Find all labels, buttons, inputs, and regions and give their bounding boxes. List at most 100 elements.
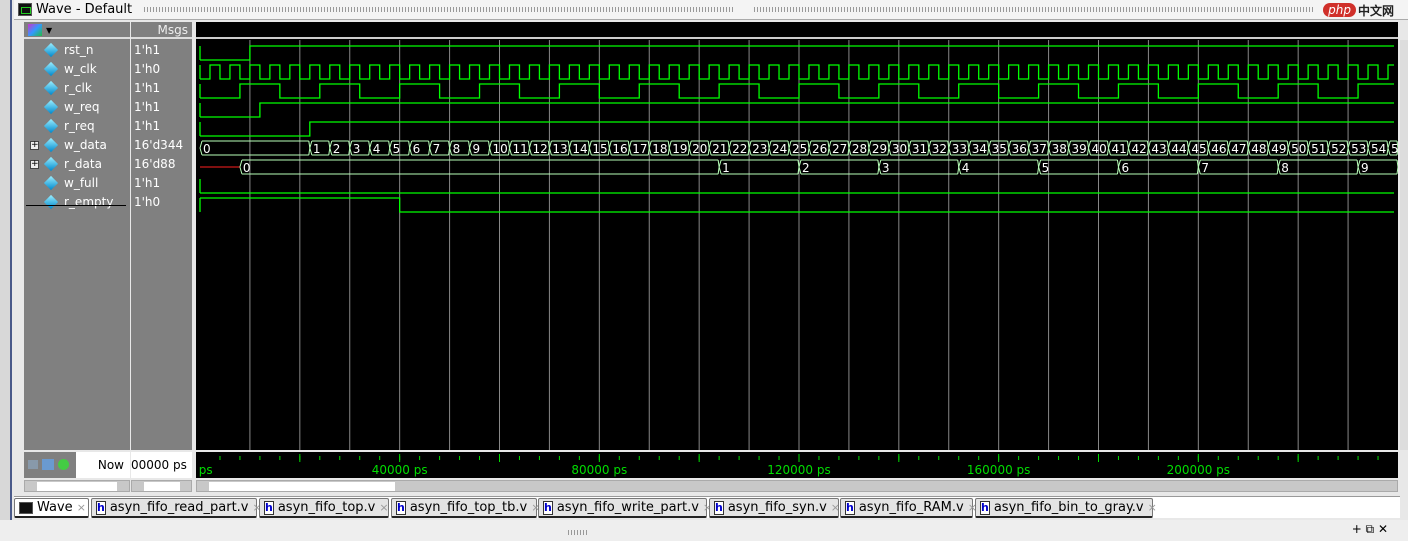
- bus-segment-w_data: [728, 140, 750, 156]
- close-tab-icon[interactable]: ×: [1147, 501, 1157, 514]
- signal-row-w_full[interactable]: w_full: [24, 174, 130, 193]
- bus-segment-w_data: [1267, 140, 1289, 156]
- signal-name: rst_n: [64, 43, 94, 57]
- window-titlebar[interactable]: Wave - Default php 中文网: [14, 0, 1408, 20]
- bus-segment-w_data: [528, 140, 550, 156]
- lock-cursor-icon[interactable]: [28, 460, 38, 469]
- close-tab-icon[interactable]: ×: [531, 501, 541, 514]
- signal-name: r_req: [64, 119, 95, 133]
- titlebar-grip[interactable]: [144, 7, 734, 12]
- bus-value-label: 11: [512, 142, 527, 156]
- bus-value-label: 45: [1191, 142, 1206, 156]
- expand-icon[interactable]: +: [30, 159, 39, 169]
- bus-segment-w_data: [948, 140, 970, 156]
- time-axis[interactable]: 0 ps 40000 ps 80000 ps 120000 ps 160000 ps 20…: [196, 452, 1398, 478]
- signal-row-r_data[interactable]: + r_data: [24, 155, 130, 174]
- add-cursor-icon[interactable]: [58, 459, 69, 470]
- bus-segment-w_data: [1008, 140, 1030, 156]
- bus-segment-r_data: [1357, 159, 1398, 175]
- signal-row-r_empty[interactable]: r_empty: [24, 193, 130, 212]
- bus-segment-w_data: [1107, 140, 1129, 156]
- bus-segment-w_data: [648, 140, 670, 156]
- tab-asyn-fifo-syn-v[interactable]: h asyn_fifo_syn.v ×: [709, 498, 840, 518]
- tab-asyn-fifo-ram-v[interactable]: h asyn_fifo_RAM.v ×: [840, 498, 977, 518]
- bus-segment-r_data: [718, 159, 800, 175]
- expand-icon[interactable]: +: [30, 140, 39, 150]
- signal-name: r_data: [64, 157, 102, 171]
- signal-diamond-icon: [43, 118, 59, 134]
- wave-hscrollbar[interactable]: [196, 480, 1398, 492]
- tab-label: asyn_fifo_syn.v: [727, 500, 827, 515]
- close-tab-icon[interactable]: ×: [967, 501, 977, 514]
- signal-row-w_clk[interactable]: w_clk: [24, 60, 130, 79]
- now-label: Now: [76, 452, 130, 478]
- dock-grip[interactable]: [568, 530, 588, 535]
- bus-value-label: 1: [722, 161, 730, 175]
- names-hscrollbar[interactable]: [24, 480, 130, 492]
- signal-row-r_clk[interactable]: r_clk: [24, 79, 130, 98]
- tab-wave[interactable]: Wave ×: [14, 498, 89, 518]
- close-tab-icon[interactable]: ×: [252, 501, 262, 514]
- bus-value-label: 33: [952, 142, 967, 156]
- verilog-file-icon: h: [543, 500, 553, 515]
- bus-value-label: 44: [1171, 142, 1186, 156]
- bus-value-label: 43: [1151, 142, 1166, 156]
- tab-asyn-fifo-bin-to-gray-v[interactable]: h asyn_fifo_bin_to_gray.v ×: [975, 498, 1157, 518]
- bus-value-label: 29: [872, 142, 887, 156]
- bus-value-label: 0: [243, 161, 251, 175]
- close-tab-icon[interactable]: ×: [379, 501, 389, 514]
- tab-asyn-fifo-top-tb-v[interactable]: h asyn_fifo_top_tb.v ×: [391, 498, 541, 518]
- bus-segment-w_data: [748, 140, 770, 156]
- bus-value-label: 53: [1351, 142, 1366, 156]
- bus-segment-w_data: [628, 140, 650, 156]
- close-tab-icon[interactable]: ×: [702, 501, 713, 514]
- close-tab-icon[interactable]: ×: [76, 501, 86, 514]
- signal-value: 1'h1: [134, 100, 161, 114]
- wave-header: [196, 22, 1398, 39]
- bus-value-label: 15: [592, 142, 607, 156]
- bus-segment-w_data: [1247, 140, 1269, 156]
- close-tab-icon[interactable]: ×: [830, 501, 840, 514]
- bus-segment-w_data: [489, 140, 510, 156]
- signal-diamond-icon: [43, 137, 59, 153]
- bus-segment-w_data: [668, 140, 690, 156]
- titlebar-grip-right[interactable]: [754, 7, 1314, 12]
- wave-tools-icon[interactable]: [28, 24, 42, 36]
- bus-segment-w_data: [1307, 140, 1329, 156]
- dock-buttons-icon[interactable]: + ⧉ ✕: [1351, 522, 1388, 536]
- waveform-pane[interactable]: 0 1 2 3 4 5 6 7 8 9 10 11 12 13 14 15 16 17 18 19 20 21 22 23 24…: [196, 22, 1398, 450]
- signal-row-w_req[interactable]: w_req: [24, 98, 130, 117]
- bus-value-label: 31: [912, 142, 927, 156]
- bus-value-label: 42: [1131, 142, 1146, 156]
- signal-value: 16'd88: [134, 157, 176, 171]
- tab-asyn-fifo-top-v[interactable]: h asyn_fifo_top.v ×: [259, 498, 389, 518]
- verilog-file-icon: h: [96, 500, 106, 515]
- bus-segment-w_data: [389, 140, 411, 156]
- waveform-r_empty: [199, 197, 1394, 213]
- tab-asyn-fifo-write-part-v[interactable]: h asyn_fifo_write_part.v ×: [538, 498, 712, 518]
- signal-diamond-icon: [43, 156, 59, 172]
- watermark-logo: php 中文网: [1323, 1, 1394, 19]
- tab-asyn-fifo-read-part-v[interactable]: h asyn_fifo_read_part.v ×: [91, 498, 262, 518]
- bus-segment-w_data: [1127, 140, 1149, 156]
- values-hscrollbar[interactable]: [131, 480, 192, 492]
- bus-value-label: 39: [1072, 142, 1087, 156]
- bus-value-label: 26: [812, 142, 827, 156]
- bus-segment-w_data: [429, 140, 451, 156]
- vertical-scrollbar[interactable]: [1400, 40, 1408, 450]
- signal-row-r_req[interactable]: r_req: [24, 117, 130, 136]
- bus-segment-w_data: [1347, 140, 1369, 156]
- time-label: 200000 ps: [1167, 463, 1231, 477]
- signal-row-rst_n[interactable]: rst_n: [24, 41, 130, 60]
- bus-value-label: 24: [772, 142, 787, 156]
- bus-value-label: 13: [552, 142, 567, 156]
- signal-row-w_data[interactable]: + w_data: [24, 136, 130, 155]
- signal-value: 1'h1: [134, 176, 161, 190]
- bus-segment-r_data: [239, 159, 720, 175]
- edit-cursor-icon[interactable]: [42, 459, 54, 470]
- bus-segment-w_data: [828, 140, 850, 156]
- bus-value-label: 41: [1111, 142, 1126, 156]
- chevron-down-icon[interactable]: ▼: [46, 26, 53, 35]
- waveform-canvas[interactable]: 0 1 2 3 4 5 6 7 8 9 10 11 12 13 14 15 16 17 18 19 20 21 22 23 24…: [196, 40, 1398, 450]
- time-label: 80000 ps: [571, 463, 627, 477]
